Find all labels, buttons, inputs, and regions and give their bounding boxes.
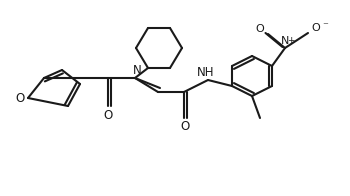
Text: O: O	[103, 109, 113, 122]
Text: O: O	[180, 121, 190, 133]
Text: N: N	[281, 36, 289, 46]
Text: O: O	[312, 23, 320, 33]
Text: O: O	[15, 92, 24, 104]
Text: N: N	[133, 64, 141, 76]
Text: +: +	[287, 35, 295, 44]
Text: NH: NH	[197, 65, 215, 79]
Text: O: O	[256, 24, 264, 34]
Text: ⁻: ⁻	[322, 21, 328, 31]
